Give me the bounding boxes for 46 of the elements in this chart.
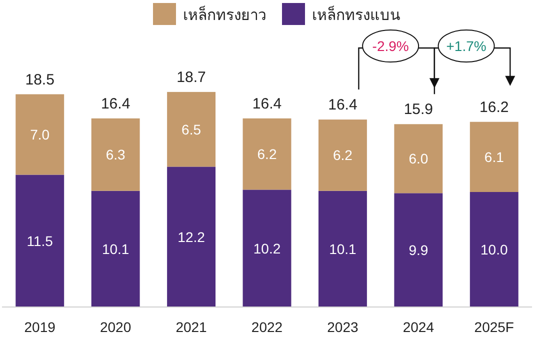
x-tick-label: 2025F — [474, 319, 514, 335]
x-tick-label: 2024 — [402, 319, 434, 335]
data-label: 6.3 — [106, 146, 126, 163]
data-label: 11.5 — [26, 232, 54, 249]
x-tick-label: 2019 — [24, 319, 56, 335]
data-label: 6.2 — [332, 147, 353, 164]
data-label: 9.9 — [408, 242, 428, 258]
total-label: 16.4 — [328, 96, 358, 114]
bar — [470, 122, 518, 192]
bar — [394, 193, 443, 307]
bar — [91, 118, 140, 191]
total-label: 16.4 — [100, 95, 130, 112]
bar — [242, 190, 292, 307]
data-label: 10.2 — [253, 240, 281, 256]
data-label: 6.1 — [484, 148, 504, 165]
total-label: 18.5 — [25, 71, 54, 88]
bar — [318, 190, 367, 307]
bar — [242, 118, 292, 190]
data-label: 10.0 — [480, 242, 508, 258]
bar — [318, 120, 367, 191]
text: -2.9% — [372, 38, 409, 54]
total-label: 18.7 — [176, 68, 206, 86]
data-label: 6.2 — [257, 146, 277, 162]
legend-label: เหล็กทรงแบน — [312, 5, 400, 24]
x-tick-label: 2022 — [251, 319, 283, 335]
bar — [167, 92, 216, 167]
bar — [470, 192, 518, 307]
text: +1.7% — [446, 38, 486, 54]
data-label: 10.1 — [329, 240, 357, 257]
bar — [91, 190, 140, 307]
x-tick-label: 2023 — [327, 319, 358, 335]
bar — [16, 94, 64, 175]
legend-label: เหล็กทรงยาว — [183, 5, 266, 24]
data-label: 6.5 — [182, 121, 202, 138]
data-label: 7.0 — [30, 126, 50, 142]
data-label: 6.0 — [408, 150, 428, 167]
bar — [394, 124, 443, 194]
data-label: 12.2 — [178, 228, 206, 245]
x-tick-label: 2020 — [100, 319, 132, 335]
bar — [16, 174, 64, 307]
x-tick-label: 2021 — [176, 319, 208, 335]
total-label: 15.9 — [404, 101, 434, 118]
bar — [167, 166, 216, 307]
total-label: 16.2 — [480, 98, 509, 116]
total-label: 16.4 — [252, 95, 282, 112]
data-label: 10.1 — [102, 240, 130, 257]
